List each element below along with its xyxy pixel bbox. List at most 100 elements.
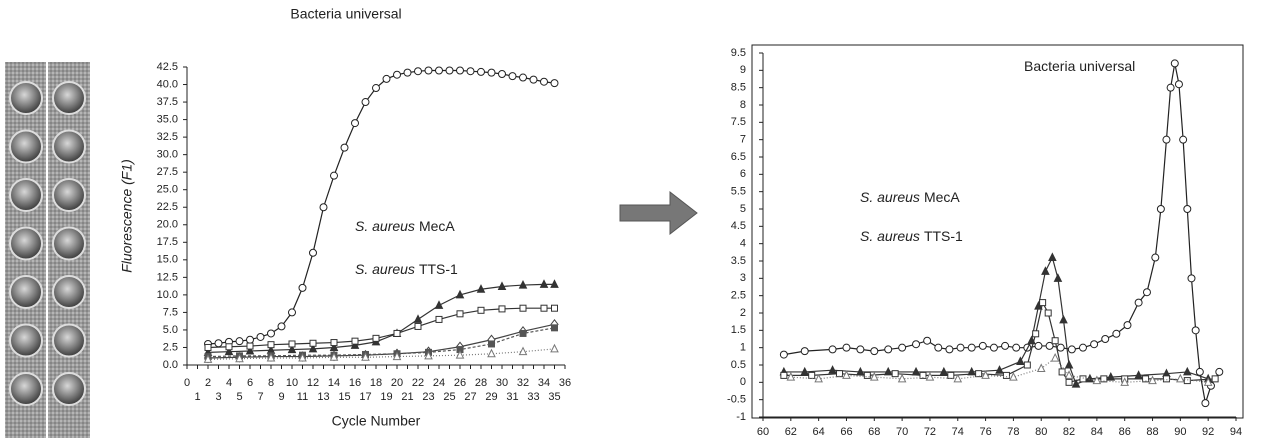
point [476,284,486,293]
y-tick-label: 7 [740,134,746,146]
point [1182,366,1192,376]
point [540,77,548,86]
point [393,329,401,337]
y-tick-label: 1 [740,342,746,354]
x-tick-label: 90 [1174,426,1186,438]
annotation-gene: MecA [419,218,455,234]
point [487,348,496,358]
point [842,343,851,352]
well [9,129,43,164]
annotation: S. aureus MecA [355,218,455,234]
point [814,373,823,383]
y-tick-label: 40.0 [157,78,178,90]
point [1183,205,1192,213]
point [1090,340,1099,349]
chart-title: Bacteria universal [290,6,401,22]
point [1211,375,1219,383]
x-tick-label: 80 [1035,426,1047,438]
point [550,343,559,353]
point [1050,352,1060,362]
point [246,335,254,344]
point [497,281,507,290]
point [842,370,851,379]
x-tick-label: 5 [236,391,242,403]
annotation: S. aureus TTS-1 [355,261,458,277]
x-tick-label: 32 [517,377,529,389]
series-line [783,63,1220,404]
point [1051,337,1059,345]
point [1034,341,1043,350]
point [309,339,317,347]
point [1142,288,1151,297]
y-tick-label: 42.5 [157,61,178,73]
point [1002,371,1010,379]
y-tick-label: 3 [740,272,746,284]
x-tick-label: 31 [506,391,518,403]
point [539,279,549,288]
point [266,352,276,362]
y-tick-label: 5.5 [731,186,746,198]
well [9,372,43,406]
series-line [207,283,555,353]
point [277,322,286,331]
point [550,79,559,88]
annotation-species: S. aureus [355,218,415,234]
x-tick-label: 33 [527,391,539,403]
series-line [207,69,555,345]
point [319,203,328,212]
x-tick-label: 35 [548,391,560,403]
x-tick-label: 8 [268,377,274,389]
tube-strip-photo [5,62,90,438]
x-tick-label: 88 [1146,426,1158,438]
point [1187,274,1196,283]
point [1079,375,1087,383]
x-tick-label: 60 [757,426,769,438]
x-tick-label: 78 [1007,426,1019,438]
point [361,98,370,107]
point [435,315,443,323]
annotation: S. aureus MecA [860,189,960,205]
x-tick-label: 20 [391,377,403,389]
point [424,66,433,75]
point [518,279,528,289]
point [779,350,788,359]
x-tick-label: 72 [924,426,936,438]
y-tick-label: 4.5 [731,220,746,232]
point [884,345,893,354]
x-tick-label: 21 [401,391,413,403]
point [413,314,423,323]
point [1179,135,1188,144]
point [1156,205,1165,213]
x-tick-label: 26 [454,377,466,389]
point [967,343,976,352]
point [981,370,990,379]
x-tick-label: 92 [1202,426,1214,438]
y-tick-label: 0.5 [731,359,746,371]
point [361,352,370,361]
x-tick-label: 14 [328,377,340,389]
point [350,340,360,349]
x-tick-label: 82 [1063,426,1075,438]
point [424,350,433,360]
point [1016,356,1025,366]
well [9,81,43,115]
y-tick-label: 9.5 [731,47,746,59]
point [780,371,788,379]
point [1059,314,1068,324]
point [919,371,927,379]
point [225,343,233,351]
point [1162,135,1171,144]
point [1215,367,1224,376]
point [1064,359,1074,369]
x-tick-label: 0 [184,377,190,389]
point [1039,299,1047,307]
y-tick-label: 5 [740,203,746,215]
point [351,119,359,128]
point [828,345,837,354]
y-tick-label: 35.0 [157,113,178,125]
annotation-species: S. aureus [860,189,920,205]
well [52,129,86,164]
point [466,67,475,76]
point [235,353,244,363]
